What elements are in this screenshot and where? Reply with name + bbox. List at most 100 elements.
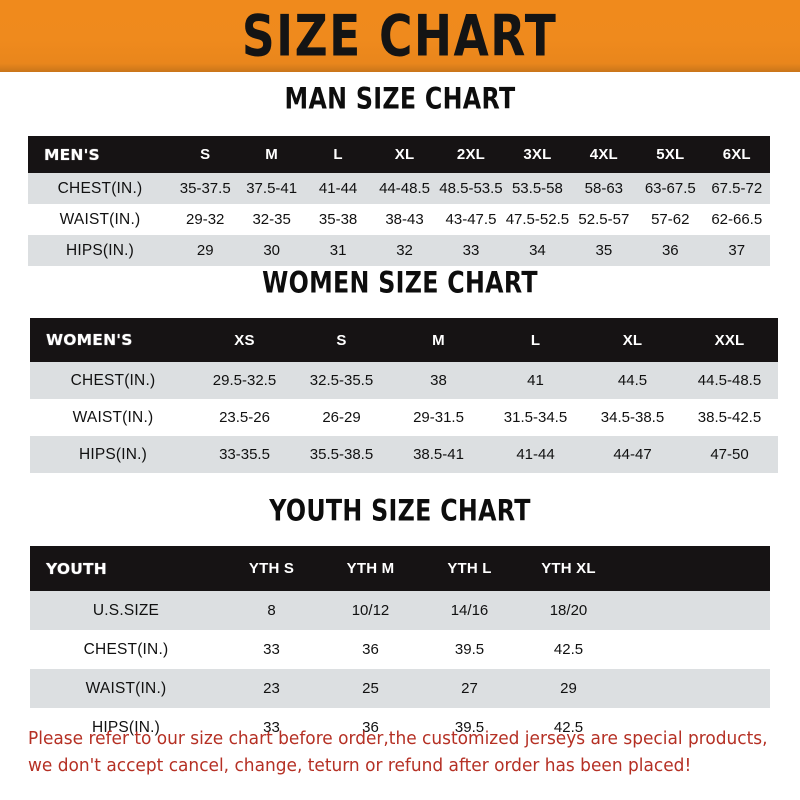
man-measurement-cell: 35 xyxy=(570,235,638,266)
youth-row-label: U.S.SIZE xyxy=(30,591,222,630)
youth-measurement-cell: 36 xyxy=(321,708,420,747)
youth-size-column-header: YTH L xyxy=(420,546,519,591)
man-measurement-cell: 57-62 xyxy=(637,204,704,235)
women-measurement-cell: 44.5 xyxy=(584,362,681,399)
table-row: CHEST(IN.) 35-37.5 37.5-41 41-44 44-48.5 48.5… xyxy=(28,173,770,204)
youth-size-column-header: YTH S xyxy=(222,546,321,591)
man-size-column-header: 4XL xyxy=(570,136,638,173)
table-row: HIPS(IN.) 33-35.5 35.5-38.5 38.5-41 41-44 44-… xyxy=(30,436,778,473)
women-header-label: WOMEN'S xyxy=(30,318,196,362)
man-row-label: CHEST(IN.) xyxy=(28,173,172,204)
women-size-column-header: XL xyxy=(584,318,681,362)
man-measurement-cell: 38-43 xyxy=(371,204,438,235)
table-row: HIPS(IN.) 29 30 31 32 33 34 35 36 37 xyxy=(28,235,770,266)
youth-table-header-row: YOUTH YTH S YTH M YTH L YTH XL xyxy=(30,546,770,591)
man-header-label: MEN'S xyxy=(28,136,172,173)
man-measurement-cell: 29 xyxy=(172,235,239,266)
youth-section-title: YOUTH SIZE CHART xyxy=(269,493,531,528)
man-size-column-header: S xyxy=(172,136,239,173)
man-table-header-row: MEN'S S M L XL 2XL 3XL 4XL 5XL 6XL xyxy=(28,136,770,173)
table-row: WAIST(IN.) 23 25 27 29 xyxy=(30,669,770,708)
man-measurement-cell: 33 xyxy=(437,235,505,266)
women-measurement-cell: 41-44 xyxy=(487,436,584,473)
women-measurement-cell: 38.5-42.5 xyxy=(681,399,778,436)
column-spacer xyxy=(618,669,770,708)
youth-measurement-cell: 27 xyxy=(420,669,519,708)
man-measurement-cell: 41-44 xyxy=(304,173,372,204)
man-measurement-cell: 47.5-52.5 xyxy=(504,204,571,235)
youth-measurement-cell: 33 xyxy=(222,708,321,747)
man-measurement-cell: 34 xyxy=(504,235,571,266)
women-section-title: WOMEN SIZE CHART xyxy=(262,265,538,300)
man-measurement-cell: 63-67.5 xyxy=(637,173,704,204)
youth-header-label: YOUTH xyxy=(30,546,222,591)
table-row: HIPS(IN.) 33 36 39.5 42.5 xyxy=(30,708,770,747)
man-measurement-cell: 53.5-58 xyxy=(504,173,571,204)
footer-line-1: Please refer to our size chart before or… xyxy=(28,729,768,749)
man-measurement-cell: 36 xyxy=(637,235,704,266)
women-size-column-header: L xyxy=(487,318,584,362)
women-measurement-cell: 32.5-35.5 xyxy=(293,362,390,399)
man-row-label: WAIST(IN.) xyxy=(28,204,172,235)
man-measurement-cell: 35-37.5 xyxy=(172,173,239,204)
man-row-label: HIPS(IN.) xyxy=(28,235,172,266)
man-size-column-header: 3XL xyxy=(504,136,571,173)
youth-measurement-cell: 42.5 xyxy=(519,708,618,747)
women-measurement-cell: 34.5-38.5 xyxy=(584,399,681,436)
women-measurement-cell: 29.5-32.5 xyxy=(196,362,293,399)
youth-row-label: HIPS(IN.) xyxy=(30,708,222,747)
man-measurement-cell: 30 xyxy=(238,235,305,266)
page-title: SIZE CHART xyxy=(242,2,558,70)
women-measurement-cell: 38.5-41 xyxy=(390,436,487,473)
youth-measurement-cell: 14/16 xyxy=(420,591,519,630)
table-row: CHEST(IN.) 29.5-32.5 32.5-35.5 38 41 44.5 44.5… xyxy=(30,362,778,399)
column-spacer xyxy=(618,630,770,669)
women-size-column-header: XXL xyxy=(681,318,778,362)
table-row: CHEST(IN.) 33 36 39.5 42.5 xyxy=(30,630,770,669)
man-size-column-header: M xyxy=(238,136,305,173)
youth-row-label: CHEST(IN.) xyxy=(30,630,222,669)
youth-row-label: WAIST(IN.) xyxy=(30,669,222,708)
youth-measurement-cell: 29 xyxy=(519,669,618,708)
man-size-column-header: L xyxy=(304,136,372,173)
women-measurement-cell: 23.5-26 xyxy=(196,399,293,436)
man-measurement-cell: 62-66.5 xyxy=(703,204,770,235)
column-spacer xyxy=(618,591,770,630)
youth-size-column-header: YTH M xyxy=(321,546,420,591)
youth-measurement-cell: 39.5 xyxy=(420,630,519,669)
women-measurement-cell: 29-31.5 xyxy=(390,399,487,436)
women-size-column-header: M xyxy=(390,318,487,362)
women-measurement-cell: 47-50 xyxy=(681,436,778,473)
table-row: WAIST(IN.) 29-32 32-35 35-38 38-43 43-47.5 47.… xyxy=(28,204,770,235)
youth-measurement-cell: 10/12 xyxy=(321,591,420,630)
man-size-column-header: XL xyxy=(371,136,438,173)
man-measurement-cell: 67.5-72 xyxy=(703,173,770,204)
man-size-table: MEN'S S M L XL 2XL 3XL 4XL 5XL 6XL CHEST(IN.) 35-37… xyxy=(28,136,770,266)
man-measurement-cell: 29-32 xyxy=(172,204,239,235)
man-size-column-header: 6XL xyxy=(703,136,770,173)
women-measurement-cell: 33-35.5 xyxy=(196,436,293,473)
footer-line-2: we don't accept cancel, change, teturn o… xyxy=(28,756,692,777)
women-row-label: HIPS(IN.) xyxy=(30,436,196,473)
page-banner: SIZE CHART xyxy=(0,0,800,72)
table-row: WAIST(IN.) 23.5-26 26-29 29-31.5 31.5-34.5 34… xyxy=(30,399,778,436)
man-size-column-header: 5XL xyxy=(637,136,704,173)
youth-measurement-cell: 23 xyxy=(222,669,321,708)
man-measurement-cell: 43-47.5 xyxy=(437,204,505,235)
women-measurement-cell: 26-29 xyxy=(293,399,390,436)
women-measurement-cell: 38 xyxy=(390,362,487,399)
women-table-header-row: WOMEN'S XS S M L XL XXL xyxy=(30,318,778,362)
man-measurement-cell: 58-63 xyxy=(570,173,638,204)
women-measurement-cell: 41 xyxy=(487,362,584,399)
man-measurement-cell: 37 xyxy=(703,235,770,266)
women-row-label: WAIST(IN.) xyxy=(30,399,196,436)
column-spacer xyxy=(618,708,770,747)
man-size-column-header: 2XL xyxy=(437,136,505,173)
youth-measurement-cell: 8 xyxy=(222,591,321,630)
youth-measurement-cell: 42.5 xyxy=(519,630,618,669)
youth-size-table: YOUTH YTH S YTH M YTH L YTH XL U.S.SIZE 8 10/12… xyxy=(30,546,770,747)
women-measurement-cell: 44-47 xyxy=(584,436,681,473)
women-size-table: WOMEN'S XS S M L XL XXL CHEST(IN.) 29.5-32.5 32.5… xyxy=(30,318,778,473)
footer-notice: Please refer to our size chart before or… xyxy=(28,726,768,780)
youth-measurement-cell: 33 xyxy=(222,630,321,669)
